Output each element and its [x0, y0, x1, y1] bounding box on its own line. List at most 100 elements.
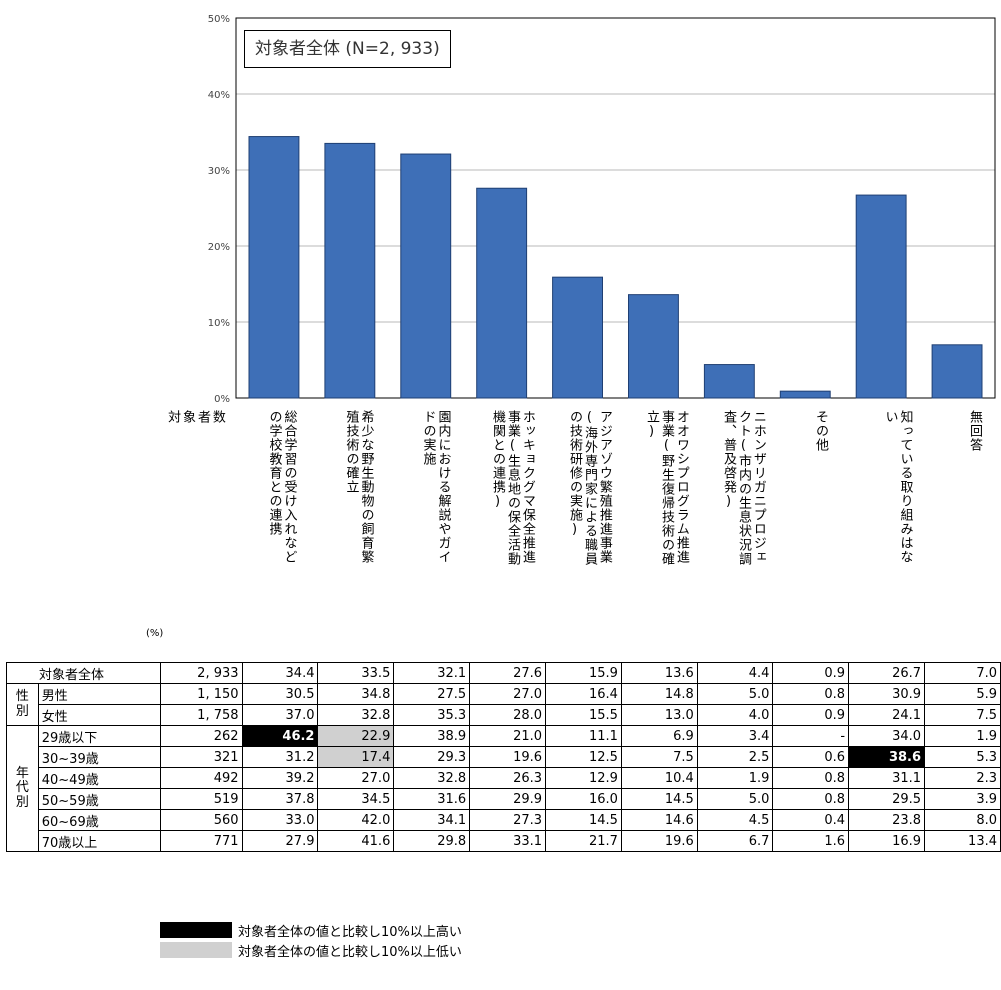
y-tick-label: 50%: [208, 14, 230, 25]
legend-high-row: 対象者全体の値と比較し10%以上高い: [160, 920, 462, 940]
bar-chart: 0% 10% 20% 30% 40% 50% 対象者全体 (N=2, 933): [0, 0, 1001, 405]
column-header-text: の技術研修の実施): [567, 410, 583, 538]
column-header: ドの実施 園内における解説やガイ: [396, 410, 473, 646]
value-cell: 0.4: [772, 809, 850, 831]
value-cell: 38.9: [393, 725, 471, 747]
column-header: 機関との連携) 事業(生息地の保全活動 ホッキョクグマ保全推進: [473, 410, 550, 646]
value-cell: 1.9: [924, 725, 1001, 747]
value-cell: 4.0: [696, 704, 774, 726]
column-header: い知っている取り組みはな: [858, 410, 935, 646]
data-table: 対象者全体 2, 933 34.4 33.5 32.1 27.6 15.9 13.6 4.4 0.…: [5, 662, 1001, 852]
column-header-text: 事業(生息地の保全活動: [504, 410, 520, 566]
bar: [703, 364, 755, 399]
row-label: 60~69歳: [37, 809, 162, 831]
row-label: 50~59歳: [37, 788, 162, 810]
value-cell: 24.1: [848, 704, 926, 726]
value-cell: 0.8: [772, 788, 850, 810]
value-cell: 17.4: [317, 746, 395, 768]
column-header-text: ドの実施: [420, 410, 436, 466]
value-cell: 34.0: [848, 725, 926, 747]
column-header-text: 事業(野生復帰技術の確: [658, 410, 674, 566]
column-header-text: 総合学習の受け入れなど: [281, 410, 297, 564]
value-cell: 27.0: [469, 683, 547, 705]
value-cell: 33.0: [241, 809, 319, 831]
value-cell: 31.6: [393, 788, 471, 810]
column-header-text: 無回答: [966, 410, 982, 452]
column-header-text: 殖技術の確立: [343, 410, 359, 494]
value-cell: 27.5: [393, 683, 471, 705]
value-cell: 30.9: [848, 683, 926, 705]
column-header: その他: [781, 410, 858, 646]
value-cell: 1.6: [772, 830, 850, 852]
row-label: 30~39歳: [37, 746, 162, 768]
row-label: 29歳以下: [37, 725, 162, 747]
column-header-text: クト(市内の生息状況調: [735, 410, 751, 566]
value-cell: 11.1: [545, 725, 622, 747]
y-tick-label: 40%: [208, 90, 230, 101]
y-tick-label: 10%: [208, 318, 230, 329]
value-cell: 0.8: [772, 683, 850, 705]
value-cell: 29.3: [393, 746, 471, 768]
group-label: 年代別: [6, 725, 39, 852]
value-cell: 31.1: [848, 767, 926, 789]
column-header: の技術研修の実施) (海外専門家による職員 アジアゾウ繁殖推進事業: [550, 410, 627, 646]
column-header-text: 査、普及啓発): [721, 410, 737, 510]
chart-svg: 0% 10% 20% 30% 40% 50%: [208, 14, 996, 405]
column-header-text: 知っている取り組みはな: [897, 410, 913, 564]
respondent-count: 519: [160, 788, 243, 810]
value-cell: 33.5: [317, 662, 395, 684]
value-cell: 14.5: [545, 809, 622, 831]
value-cell: 30.5: [241, 683, 319, 705]
column-header-text: 立): [644, 410, 660, 440]
column-header-text: ホッキョクグマ保全推進: [519, 410, 535, 564]
value-cell: 0.6: [772, 746, 850, 768]
respondent-count: 492: [160, 767, 243, 789]
value-cell: -: [772, 725, 850, 747]
value-cell: 3.9: [924, 788, 1001, 810]
table-row: 40~49歳 492 39.2 27.0 32.8 26.3 12.9 10.4 1.9 0.8 3…: [7, 767, 1001, 789]
value-cell: 16.9: [848, 830, 926, 852]
table-row: 50~59歳 519 37.8 34.5 31.6 29.9 16.0 14.5 5.0 0.8 2…: [7, 788, 1001, 810]
bar: [552, 276, 603, 399]
value-cell: 38.6: [848, 746, 926, 768]
column-header-text: 希少な野生動物の飼育繁: [358, 410, 374, 564]
column-header: 殖技術の確立 希少な野生動物の飼育繁: [319, 410, 396, 646]
value-cell: 3.4: [696, 725, 774, 747]
value-cell: 42.0: [317, 809, 395, 831]
column-header-text: い: [882, 410, 898, 424]
column-header-text: 数: [209, 410, 225, 424]
plot-frame: [235, 17, 996, 399]
value-cell: 34.1: [393, 809, 471, 831]
value-cell: 6.9: [620, 725, 698, 747]
bar: [931, 344, 983, 399]
bar: [779, 390, 831, 399]
respondent-count: 321: [160, 746, 243, 768]
column-header: 立) 事業(野生復帰技術の確 オオワシプログラム推進: [627, 410, 704, 646]
row-label: 70歳以上: [37, 830, 162, 852]
chart-title: 対象者全体 (N=2, 933): [244, 30, 451, 68]
value-cell: 37.0: [241, 704, 319, 726]
value-cell: 16.0: [545, 788, 622, 810]
value-cell: 15.5: [545, 704, 622, 726]
value-cell: 12.9: [545, 767, 622, 789]
column-header-text: アジアゾウ繁殖推進事業: [596, 410, 612, 564]
respondent-count: 560: [160, 809, 243, 831]
y-tick-label: 20%: [208, 242, 230, 253]
value-cell: 29.5: [848, 788, 926, 810]
value-cell: 27.6: [469, 662, 547, 684]
value-cell: 12.5: [545, 746, 622, 768]
bar: [476, 187, 528, 399]
value-cell: 21.7: [545, 830, 622, 852]
value-cell: 5.3: [924, 746, 1001, 768]
column-header-text: (海外専門家による職員: [581, 410, 597, 566]
column-header: 査、普及啓発) クト(市内の生息状況調 ニホンザリガニプロジェ: [704, 410, 781, 646]
value-cell: 27.0: [317, 767, 395, 789]
value-cell: 23.8: [848, 809, 926, 831]
column-header-text: 園内における解説やガイ: [435, 410, 451, 564]
value-cell: 13.6: [620, 662, 698, 684]
bar: [248, 136, 300, 399]
value-cell: 21.0: [469, 725, 547, 747]
respondent-count: 2, 933: [160, 662, 243, 684]
row-label: 対象者全体: [5, 662, 162, 684]
value-cell: 0.9: [772, 704, 850, 726]
